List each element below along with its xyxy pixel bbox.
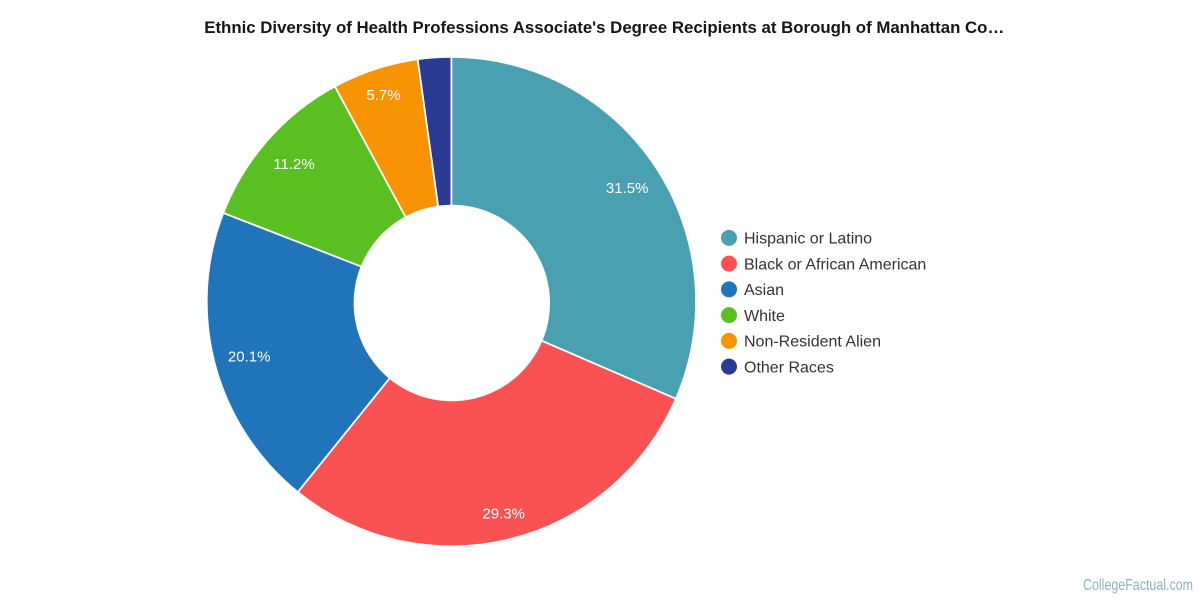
svg-text:CollegeFactual.com: CollegeFactual.com [1083, 577, 1193, 594]
svg-text:White: White [744, 308, 785, 325]
svg-text:5.7%: 5.7% [366, 87, 400, 104]
svg-text:Non-Resident Alien: Non-Resident Alien [744, 334, 881, 351]
svg-text:Asian: Asian [744, 282, 784, 299]
svg-text:Other Races: Other Races [744, 359, 834, 376]
svg-text:29.3%: 29.3% [482, 505, 525, 522]
svg-text:Ethnic Diversity of Health Pro: Ethnic Diversity of Health Professions A… [204, 18, 1004, 37]
svg-text:31.5%: 31.5% [606, 180, 649, 197]
svg-text:Black or African American: Black or African American [744, 256, 926, 273]
svg-text:20.1%: 20.1% [228, 349, 271, 366]
svg-text:Hispanic or Latino: Hispanic or Latino [744, 231, 872, 248]
svg-text:11.2%: 11.2% [273, 156, 314, 173]
